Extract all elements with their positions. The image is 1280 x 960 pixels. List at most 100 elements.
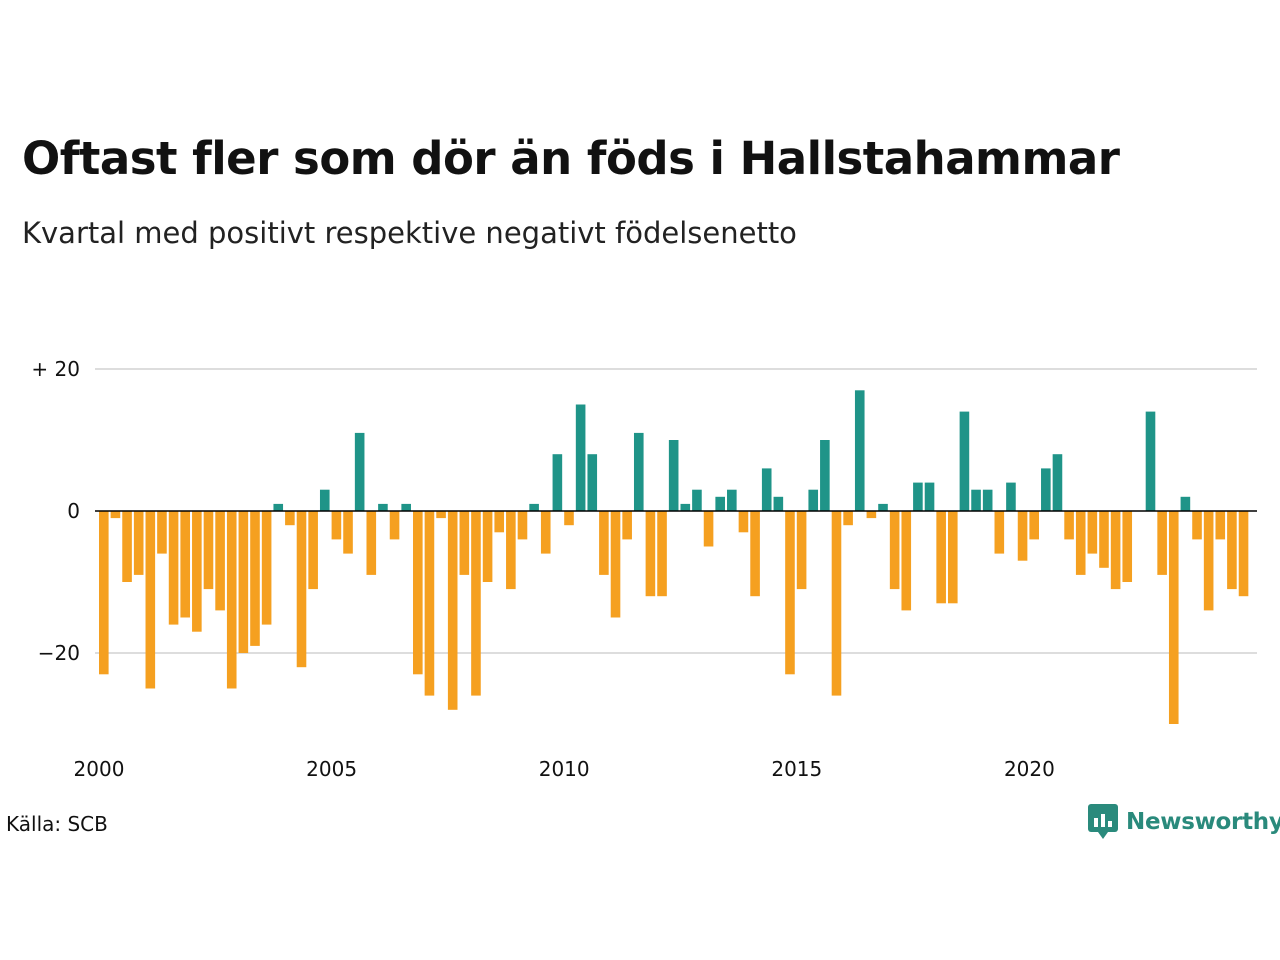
bar	[645, 511, 656, 597]
bars	[99, 390, 1249, 724]
source-note: Källa: SCB	[6, 812, 108, 836]
y-tick-label: + 20	[31, 357, 80, 381]
bar	[226, 511, 237, 689]
bar	[947, 511, 958, 604]
bar	[1192, 511, 1202, 540]
bar	[203, 511, 214, 590]
bar	[668, 440, 679, 511]
bar	[831, 511, 842, 696]
y-tick-label: 0	[67, 499, 80, 523]
bar	[273, 503, 284, 511]
bar	[971, 489, 981, 511]
bar	[796, 511, 807, 590]
bar	[820, 440, 830, 511]
bar	[459, 511, 470, 575]
bar	[494, 511, 505, 533]
bar	[319, 489, 330, 511]
bar	[575, 404, 586, 511]
bar	[1099, 511, 1109, 568]
bar	[1215, 511, 1226, 540]
bar	[785, 511, 795, 675]
bar	[703, 511, 714, 547]
bar	[1052, 454, 1063, 511]
bar	[633, 432, 644, 511]
x-tick-label: 2000	[74, 757, 125, 781]
bar	[168, 511, 179, 625]
bar	[1064, 511, 1074, 540]
bar	[308, 511, 318, 590]
bar	[296, 511, 307, 668]
bar	[761, 468, 772, 511]
bar	[866, 511, 877, 519]
bar	[1075, 511, 1086, 575]
bar	[1157, 511, 1167, 575]
bar	[1180, 496, 1191, 511]
x-tick-label: 2005	[306, 757, 357, 781]
bar	[843, 511, 853, 526]
bar	[610, 511, 621, 618]
bar	[982, 489, 993, 511]
axes: + 20 0 −20 2000 2005 2010 2015 2020	[31, 357, 1257, 781]
bar	[261, 511, 272, 625]
bar	[366, 511, 377, 575]
bar	[447, 511, 458, 710]
bar	[773, 496, 784, 511]
bar	[1029, 511, 1039, 540]
bar	[878, 503, 888, 511]
bar	[110, 511, 121, 519]
bar	[936, 511, 946, 604]
bar	[529, 503, 539, 511]
bar	[215, 511, 225, 611]
bar	[180, 511, 191, 618]
bar	[471, 511, 481, 696]
bar	[401, 503, 411, 511]
bar	[1122, 511, 1133, 582]
bar	[238, 511, 249, 653]
bar	[157, 511, 167, 554]
bar	[692, 489, 702, 511]
bar	[506, 511, 516, 590]
x-tick-label: 2010	[539, 757, 590, 781]
x-tick-label: 2015	[771, 757, 822, 781]
bar	[331, 511, 342, 540]
bar	[1006, 482, 1016, 511]
bar	[1110, 511, 1121, 590]
bar	[1017, 511, 1028, 561]
bar	[738, 511, 749, 533]
bar	[727, 489, 737, 511]
bar	[133, 511, 144, 575]
bar	[436, 511, 446, 519]
bar	[1238, 511, 1249, 597]
bar	[587, 454, 598, 511]
bar	[99, 511, 109, 675]
bar	[622, 511, 632, 540]
bar	[599, 511, 609, 575]
bar	[1203, 511, 1214, 611]
bar	[913, 482, 923, 511]
x-tick-label: 2020	[1004, 757, 1055, 781]
bar	[959, 411, 970, 511]
bar	[750, 511, 760, 597]
bar	[715, 496, 725, 511]
bar	[924, 482, 935, 511]
bar	[808, 489, 819, 511]
bar	[1041, 468, 1051, 511]
bar	[343, 511, 353, 554]
bar	[1227, 511, 1237, 590]
chart-title: Oftast fler som dör än föds i Hallstaham…	[22, 132, 1120, 185]
bar	[122, 511, 132, 582]
bar	[354, 432, 365, 511]
bar	[285, 511, 295, 526]
bar	[517, 511, 528, 540]
bar	[901, 511, 912, 611]
bar	[413, 511, 423, 675]
bar	[378, 503, 388, 511]
bar	[482, 511, 493, 582]
y-tick-label: −20	[38, 641, 80, 665]
bar	[994, 511, 1005, 554]
bar	[889, 511, 900, 590]
bar	[250, 511, 260, 646]
bar	[564, 511, 574, 526]
bar	[854, 390, 865, 511]
